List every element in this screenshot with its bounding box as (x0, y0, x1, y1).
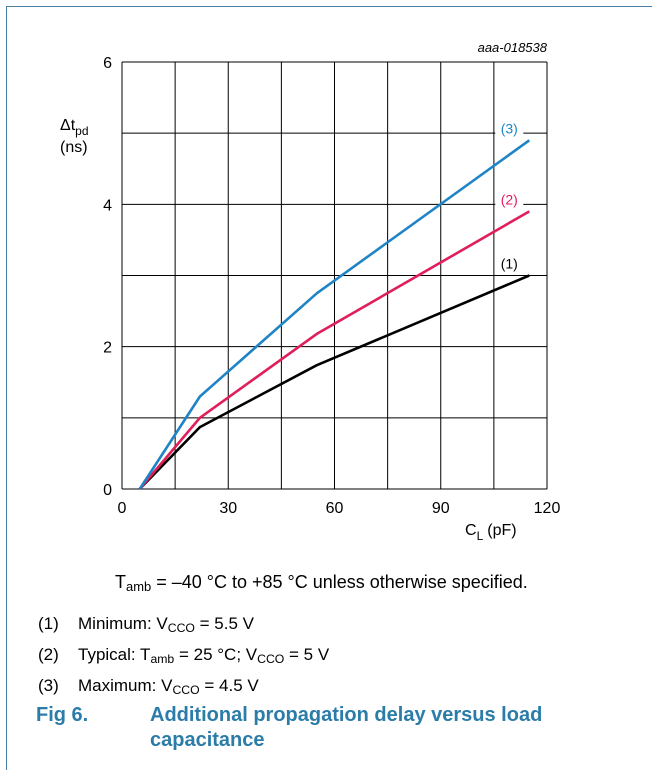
legend-text: CCO (172, 683, 200, 698)
x-tick-label: 60 (326, 500, 344, 517)
legend-text: = 25 °C; V (174, 645, 258, 664)
x-tick-label: 0 (118, 500, 127, 517)
figure-frame (6, 6, 652, 770)
legend-text: Typical: T (78, 645, 151, 664)
y-tick-label: 4 (103, 197, 112, 214)
series-label-background (495, 190, 524, 209)
series-line (138, 274, 530, 490)
y-tick-label: 6 (103, 55, 112, 72)
legend-item: (2) Typical: Tamb = 25 °C; VCCO = 5 V (38, 645, 329, 666)
figure-title: Additional propagation delay versus load… (150, 704, 543, 751)
series-label: (1) (501, 256, 518, 272)
x-tick-label: 120 (534, 500, 561, 517)
series-label-background (495, 119, 524, 138)
legend-text: CCO (257, 652, 285, 667)
series-lines (138, 139, 531, 490)
legend-text: CCO (167, 621, 195, 636)
legend-number: (3) (38, 676, 59, 695)
y-tick-label: 0 (103, 482, 112, 499)
x-axis-label: CL (pF) (465, 522, 517, 543)
legend-text: amb (150, 652, 175, 667)
series-labels: (1) (2) (3) (495, 119, 524, 273)
y-tick-label: 2 (103, 340, 112, 357)
x-tick-label: 90 (432, 500, 450, 517)
series-label: (3) (501, 120, 518, 136)
y-axis-unit: (ns) (60, 139, 88, 156)
series-line (138, 139, 531, 490)
series-label: (2) (501, 191, 518, 207)
grid (121, 61, 548, 490)
legend-item: (1) Minimum: VCCO = 5.5 V (38, 614, 254, 635)
legend-text: Minimum: V (78, 614, 168, 633)
legend-number: (2) (38, 645, 59, 664)
figure-code: aaa-018538 (478, 40, 548, 55)
figure-number: Fig 6. (36, 704, 89, 726)
y-axis-label: Δtpd (60, 117, 89, 138)
series-label-background (495, 254, 524, 273)
y-tick-labels: 0 2 4 6 (103, 55, 112, 499)
chart: 0 30 60 90 120 0 2 4 6 (1) (2) (3) aaa-018538 Δtp… (60, 40, 561, 543)
legend-text: = 5.5 V (194, 614, 254, 633)
legend-item: (3) Maximum: VCCO = 4.5 V (38, 676, 259, 697)
x-tick-labels: 0 30 60 90 120 (118, 500, 561, 517)
legend-text: Maximum: V (78, 676, 173, 695)
series-line (138, 210, 530, 490)
conditions-note: Tamb = –40 °C to +85 °C unless otherwise… (115, 572, 528, 595)
legend-text: = 5 V (284, 645, 330, 664)
legend-text: = 4.5 V (199, 676, 259, 695)
legend-number: (1) (38, 614, 59, 633)
x-tick-label: 30 (219, 500, 237, 517)
